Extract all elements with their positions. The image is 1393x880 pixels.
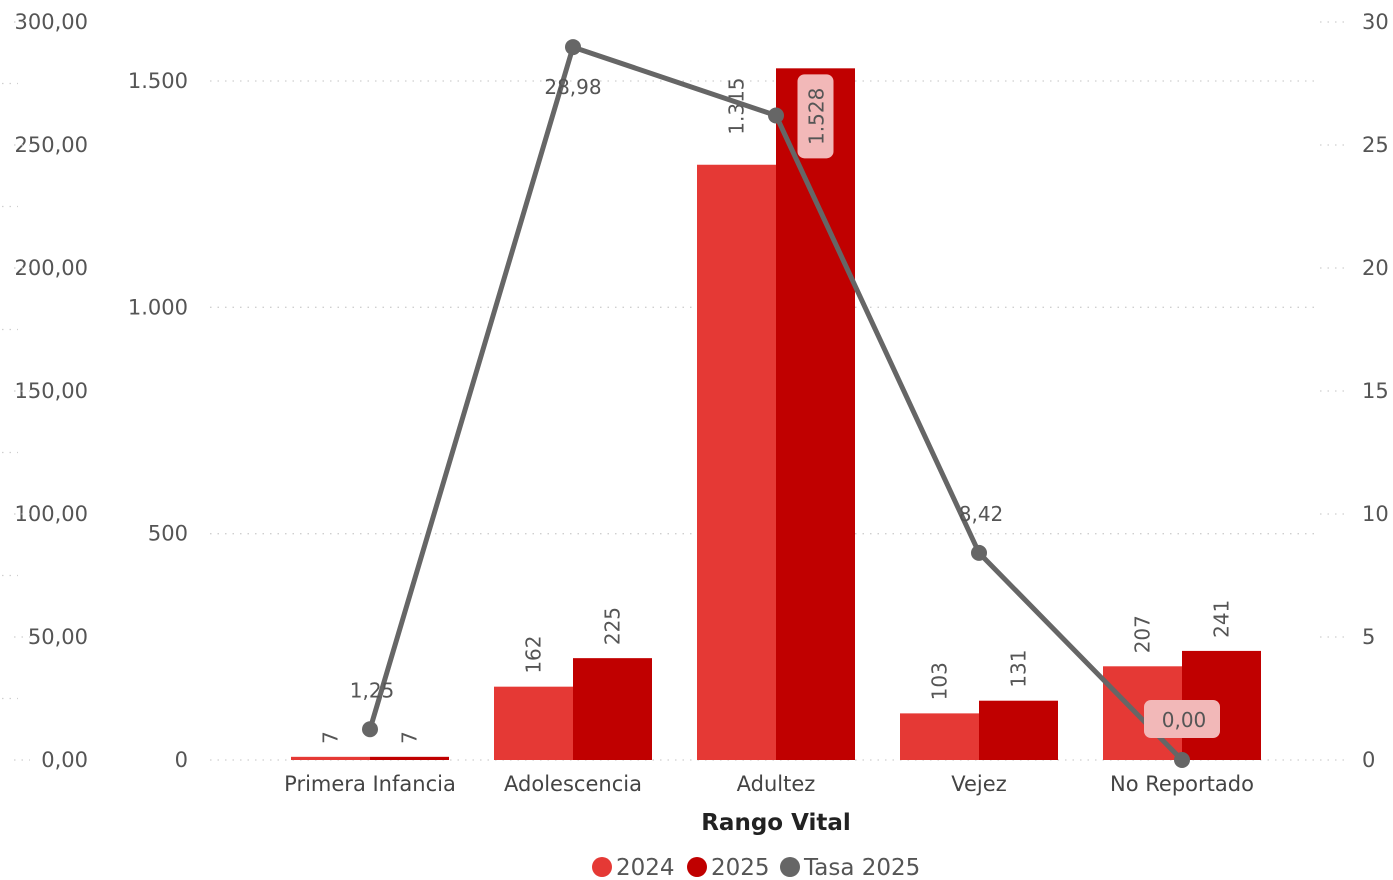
outer-axis-tick-label: 150,00: [15, 379, 88, 403]
data-label-2024: 103: [928, 662, 952, 700]
left-axis-tick-label: 1.000: [128, 295, 188, 319]
data-label-background: [1144, 700, 1220, 738]
outer-left-axis: 0,00 50,00 100,00 150,00 200,00 250,00 300,00: [2, 10, 88, 772]
legend-marker-tasa-2025: [780, 857, 800, 877]
right-axis-tick-label: 0: [1362, 748, 1375, 772]
left-axis-tick-label: 0: [175, 748, 188, 772]
bar-2024-adolescencia: [494, 686, 573, 760]
category-label: Primera Infancia: [284, 772, 456, 796]
outer-axis-tick-label: 200,00: [15, 256, 88, 280]
right-axis-tick-label: 10: [1362, 502, 1389, 526]
bar-2024-adultez: [697, 164, 776, 760]
data-label-2024: 207: [1131, 615, 1155, 653]
legend-label-2024: 2024: [616, 855, 675, 880]
data-label-2024: 7: [319, 731, 343, 744]
right-axis: 0 5 10 15 20 25 30: [1320, 10, 1389, 772]
outer-axis-tick-label: 50,00: [28, 625, 88, 649]
data-label-background: [797, 74, 834, 159]
legend: 2024 2025 Tasa 2025: [592, 855, 920, 880]
data-label-2024: 162: [522, 635, 546, 673]
right-axis-tick-label: 30: [1362, 10, 1389, 34]
line-series: 1,25 28,98 8,42 0,00: [350, 39, 1220, 768]
category-label: No Reportado: [1110, 772, 1254, 796]
legend-marker-2024: [592, 857, 612, 877]
outer-axis-tick-label: 250,00: [15, 133, 88, 157]
legend-label-2025: 2025: [711, 855, 770, 880]
category-label: Vejez: [951, 772, 1006, 796]
category-label: Adultez: [737, 772, 816, 796]
legend-marker-2025: [687, 857, 707, 877]
line-point-adultez: [768, 107, 784, 124]
right-axis-tick-label: 15: [1362, 379, 1389, 403]
line-point-no-reportado: [1174, 752, 1190, 768]
data-label-tasa-2025: 28,98: [544, 75, 601, 99]
data-label-tasa-2025: 8,42: [959, 502, 1004, 526]
category-labels: Primera Infancia Adolescencia Adultez Vejez…: [284, 772, 1254, 796]
line-point-primera-infancia: [362, 721, 378, 738]
right-axis-tick-label: 25: [1362, 133, 1389, 157]
data-label-2025: 1.528: [805, 88, 829, 145]
data-label-2025: 7: [398, 731, 422, 744]
bar-2024-vejez: [900, 713, 979, 760]
data-label-2025: 241: [1210, 600, 1234, 638]
right-axis-tick-label: 5: [1362, 625, 1375, 649]
line-point-vejez: [971, 544, 987, 561]
outer-axis-tick-label: 300,00: [15, 10, 88, 34]
data-label-tasa-2025: 0,00: [1162, 708, 1207, 732]
category-label: Adolescencia: [504, 772, 642, 796]
left-axis-tick-label: 500: [148, 522, 188, 546]
bar-2025-adultez: [776, 68, 855, 761]
data-label-2025: 131: [1007, 650, 1031, 688]
outer-axis-tick-label: 0,00: [41, 748, 88, 772]
legend-label-tasa-2025: Tasa 2025: [803, 855, 920, 880]
outer-axis-tick-label: 100,00: [15, 502, 88, 526]
line-point-adolescencia: [565, 39, 581, 56]
x-axis-title: Rango Vital: [701, 810, 851, 836]
data-label-tasa-2025: 1,25: [350, 678, 395, 702]
bar-2025-primera-infancia: [370, 756, 449, 760]
bar-2025-adolescencia: [573, 658, 652, 760]
bar-series: [291, 68, 1261, 761]
bar-2025-vejez: [979, 700, 1058, 760]
left-axis: 0 500 1.000 1.500: [128, 69, 188, 772]
right-axis-tick-label: 20: [1362, 256, 1389, 280]
data-label-2025: 225: [601, 607, 625, 645]
bar-2024-primera-infancia: [291, 756, 370, 760]
left-axis-tick-label: 1.500: [128, 69, 188, 93]
